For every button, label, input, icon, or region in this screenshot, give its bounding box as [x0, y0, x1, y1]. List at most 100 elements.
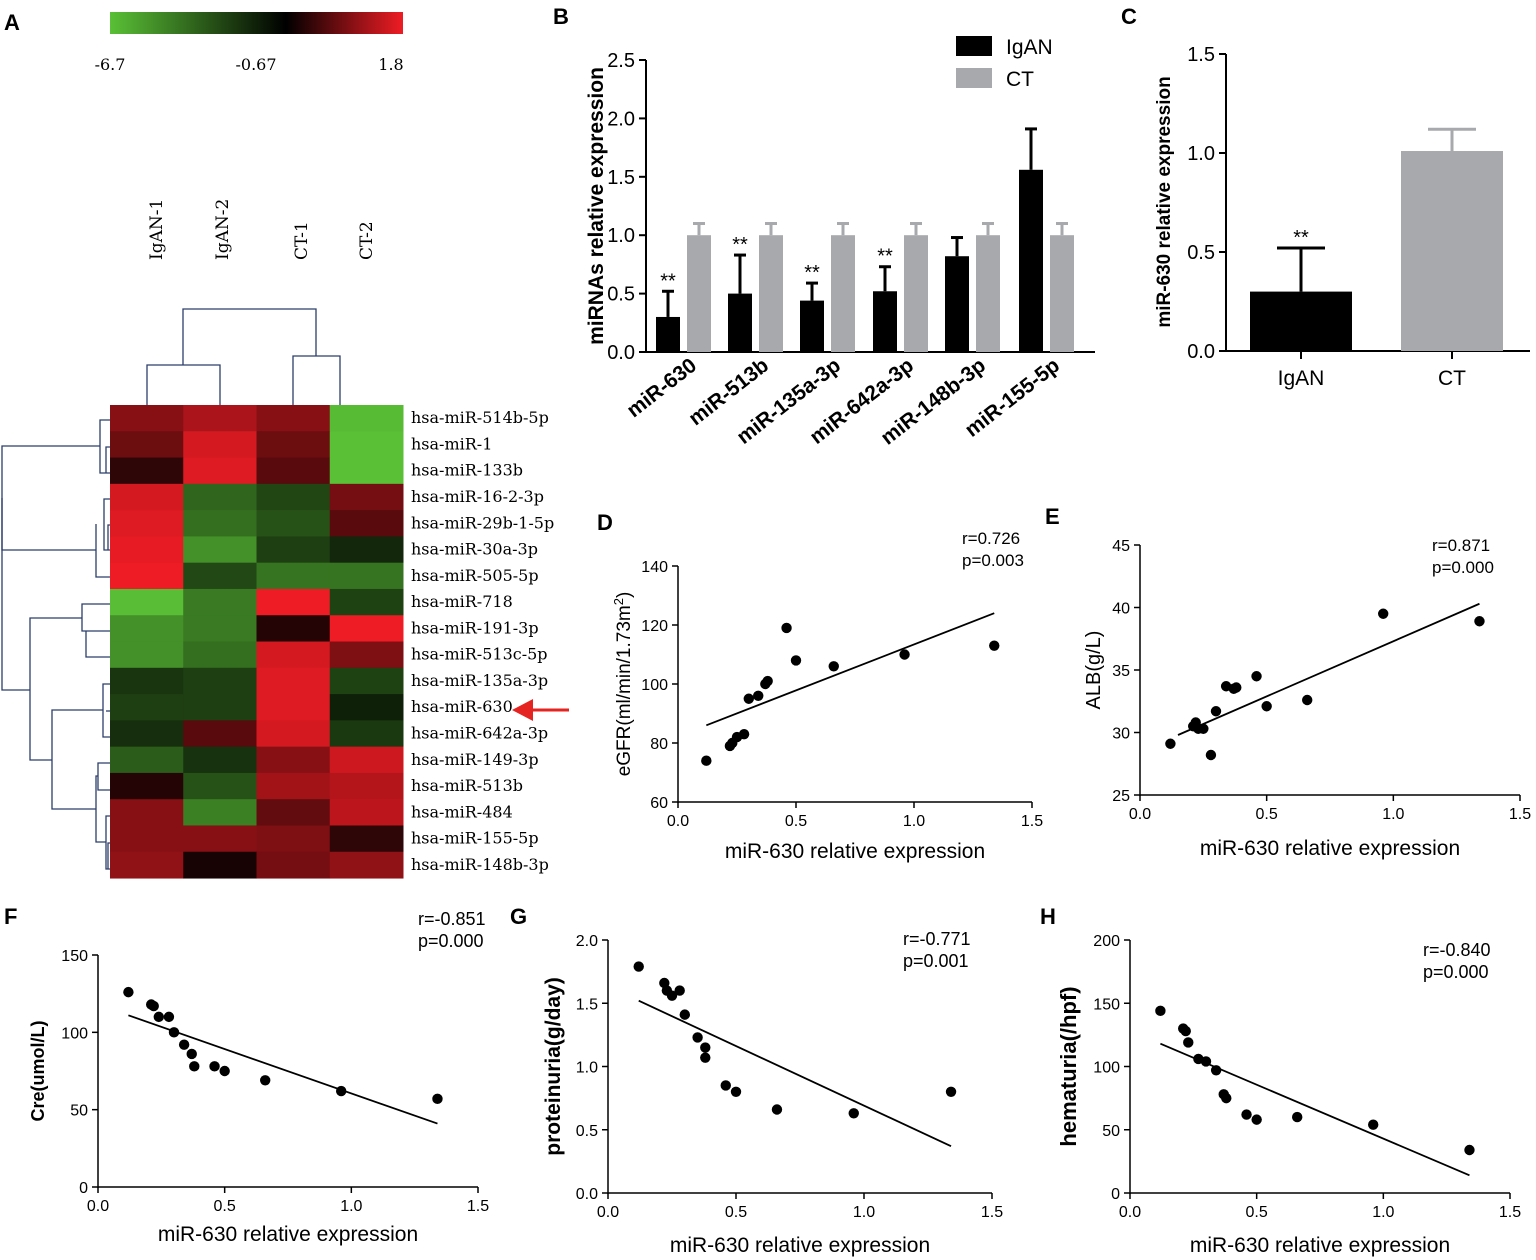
- heatmap-row-label: hsa-miR-30a-3p: [411, 540, 538, 559]
- y-tick-label: 200: [1093, 933, 1120, 950]
- heatmap-cell: [110, 851, 184, 879]
- x-tick-label: 1.0: [853, 1204, 875, 1221]
- heatmap-cell: [329, 667, 404, 695]
- heatmap-cell: [183, 667, 257, 695]
- y-axis-label: proteinuria(g/day): [542, 977, 565, 1156]
- data-point: [743, 693, 754, 704]
- heatmap-cell: [256, 799, 331, 826]
- heatmap-row-label: hsa-miR-135a-3p: [411, 671, 548, 690]
- data-point: [666, 990, 678, 1001]
- heatmap-cell: [110, 405, 184, 432]
- heatmap-row-label: hsa-miR-642a-3p: [411, 724, 548, 743]
- bar-ct: [831, 235, 855, 352]
- heatmap-cell: [110, 667, 184, 695]
- heatmap-cell: [329, 720, 404, 748]
- heatmap-cell: [256, 405, 331, 432]
- heatmap-cell: [110, 825, 184, 853]
- x-tick-label: 0.0: [87, 1198, 109, 1215]
- stat-r-value: r=0.726: [962, 529, 1020, 548]
- y-tick-label: 1.0: [576, 1060, 598, 1077]
- heatmap-cell: [110, 483, 184, 511]
- heatmap-row-label: hsa-miR-513c-5p: [411, 645, 548, 664]
- heatmap-cell: [110, 615, 184, 643]
- heatmap-column-labels: IgAN-1 IgAN-2 CT-1 CT-2: [147, 199, 377, 260]
- heatmap-cell: [183, 772, 257, 800]
- y-tick-label: 2.5: [607, 50, 635, 72]
- y-tick-label: 1.0: [1187, 143, 1215, 165]
- panel-label-g: G: [510, 904, 527, 929]
- heatmap-cell: [110, 562, 184, 590]
- heatmap-cell: [329, 641, 404, 669]
- data-point: [1464, 1144, 1475, 1156]
- stat-p-value: p=0.000: [418, 931, 484, 951]
- arrow-icon: [512, 699, 569, 721]
- x-axis-label: miR-630 relative expression: [1200, 837, 1460, 860]
- bar-igan: [800, 300, 824, 352]
- data-point: [178, 1039, 190, 1050]
- regression-line: [128, 1014, 438, 1125]
- panel-h-scatter: 0 50 100 150 200 0.0 0.5 1.0 1.5 miR-630 relative…: [1056, 933, 1521, 1257]
- y-tick-label: 150: [1093, 996, 1120, 1013]
- data-point: [633, 961, 644, 972]
- panel-e-scatter: 25 30 35 40 45 0.0 0.5 1.0 1.5 miR-630 relative e…: [1083, 536, 1531, 860]
- legend-label-igan: IgAN: [1006, 36, 1053, 59]
- heatmap-cell: [329, 536, 404, 564]
- data-point: [1210, 706, 1222, 717]
- heatmap-cell: [329, 694, 404, 721]
- significance-marker: **: [1293, 227, 1309, 249]
- heatmap-cell: [329, 562, 404, 590]
- heatmap-cell: [110, 536, 184, 564]
- heatmap-cell: [110, 746, 184, 774]
- x-tick-label: 1.5: [1499, 1204, 1521, 1221]
- heatmap-row-labels: hsa-miR-514b-5p hsa-miR-1 hsa-miR-133b hsa-…: [411, 408, 554, 874]
- data-point: [432, 1093, 443, 1105]
- heatmap-row-label: hsa-miR-16-2-3p: [411, 487, 544, 506]
- heatmap-cell: [183, 562, 257, 590]
- legend-swatch-igan: [956, 36, 992, 56]
- heatmap-column-label: IgAN-1: [147, 199, 167, 260]
- y-tick-label: 45: [1112, 538, 1130, 555]
- y-tick-label: 30: [1112, 726, 1130, 743]
- data-point: [163, 1011, 175, 1023]
- data-point: [700, 1052, 711, 1063]
- heatmap-cell: [183, 588, 257, 616]
- heatmap-cell: [256, 667, 331, 695]
- x-tick-label: 0.5: [1246, 1204, 1268, 1221]
- data-point: [186, 1048, 197, 1060]
- significance-marker: **: [804, 262, 820, 284]
- heatmap-cell: [110, 720, 184, 748]
- heatmap-cell: [183, 405, 257, 432]
- y-tick-label: 0.0: [1187, 341, 1215, 363]
- heatmap-cell: [183, 615, 257, 643]
- data-point: [148, 1000, 159, 1012]
- heatmap-cell: [256, 641, 331, 669]
- y-tick-label: 0.5: [1187, 242, 1215, 264]
- y-tick-label: 2.0: [607, 108, 635, 130]
- y-tick-label: 0.5: [607, 284, 635, 306]
- data-point: [123, 986, 134, 998]
- regression-line: [1177, 602, 1480, 736]
- data-point: [781, 622, 792, 634]
- bar-ct: [1401, 151, 1503, 351]
- data-point: [1378, 608, 1389, 619]
- heatmap-cell: [183, 536, 257, 564]
- data-point: [1231, 682, 1242, 693]
- heatmap-cell: [110, 431, 184, 459]
- regression-line: [705, 612, 995, 727]
- heatmap-cell: [183, 746, 257, 774]
- data-point: [790, 655, 802, 666]
- heatmap-row-label: hsa-miR-484: [411, 802, 513, 821]
- data-point: [692, 1032, 703, 1043]
- y-tick-label: 100: [1093, 1060, 1120, 1077]
- data-point: [730, 1086, 742, 1098]
- y-tick-label: 1.0: [607, 225, 635, 247]
- x-tick-label: 0.0: [1119, 1204, 1141, 1221]
- data-point: [168, 1027, 180, 1038]
- legend-swatch-ct: [956, 68, 992, 88]
- colorbar-gradient: [110, 12, 403, 34]
- heatmap-cell: [183, 694, 257, 721]
- heatmap-row-label: hsa-miR-133b: [411, 461, 523, 480]
- data-point: [848, 1108, 859, 1119]
- heatmap-cell: [183, 641, 257, 669]
